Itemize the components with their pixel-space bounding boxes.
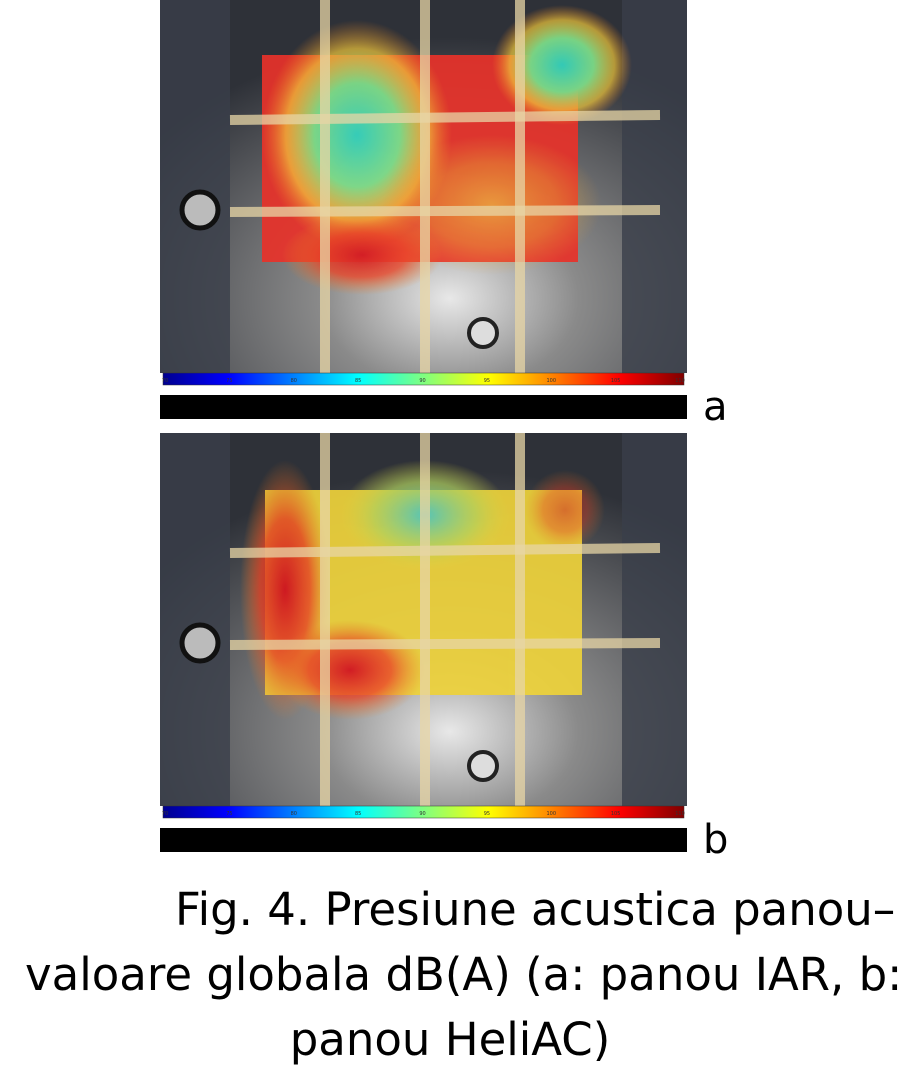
colorbar-tick: 95 bbox=[484, 378, 490, 384]
colorbar-tick: 70 bbox=[162, 378, 168, 384]
strap bbox=[229, 205, 661, 217]
heat-zone bbox=[525, 470, 605, 550]
speaker bbox=[179, 189, 221, 231]
black-bar bbox=[160, 828, 687, 852]
colorbar-tick: 105 bbox=[611, 811, 621, 817]
colorbar-tick: 75 bbox=[226, 378, 232, 384]
panel: 70 75 80 85 90 95 100 105 110 b bbox=[160, 433, 728, 863]
colorbar-tick: 110 bbox=[675, 811, 685, 817]
colorbar-tick: 85 bbox=[355, 811, 361, 817]
strap bbox=[229, 543, 661, 558]
colorbar-tick: 75 bbox=[226, 811, 232, 817]
panel: 70 75 80 85 90 95 100 105 110 a bbox=[160, 0, 728, 430]
caption-line: Fig. 4. Presiune acustica panou– bbox=[175, 883, 895, 936]
seat-left bbox=[160, 0, 230, 373]
colorbar-tick: 105 bbox=[611, 378, 621, 384]
speaker bbox=[467, 750, 499, 782]
speaker bbox=[467, 317, 499, 349]
colorbar-tick: 110 bbox=[675, 378, 685, 384]
colorbar-tick: 70 bbox=[162, 811, 168, 817]
panel-label: b bbox=[703, 817, 728, 863]
panels: 70 75 80 85 90 95 100 105 110 a 70 75 80 85 90 95 100 105… bbox=[160, 0, 728, 863]
caption-line: valoare globala dB(A) (a: panou IAR, b: bbox=[25, 948, 902, 1001]
colorbar-tick: 90 bbox=[419, 811, 425, 817]
colorbar-tick: 85 bbox=[355, 378, 361, 384]
colorbar-tick: 80 bbox=[291, 811, 297, 817]
colorbar bbox=[162, 372, 685, 386]
seat-right bbox=[622, 0, 687, 373]
heat-zone bbox=[382, 135, 602, 275]
panel-label: a bbox=[703, 384, 728, 430]
speaker bbox=[179, 622, 221, 664]
black-bar bbox=[160, 395, 687, 419]
colorbar bbox=[162, 805, 685, 819]
strap bbox=[229, 638, 661, 650]
colorbar-tick: 100 bbox=[546, 378, 556, 384]
heat-zone bbox=[275, 620, 425, 720]
colorbar-tick: 100 bbox=[546, 811, 556, 817]
heat-zone bbox=[282, 215, 442, 295]
colorbar-tick: 90 bbox=[419, 378, 425, 384]
colorbar-tick: 80 bbox=[291, 378, 297, 384]
seat-left bbox=[160, 433, 230, 806]
strap bbox=[229, 110, 661, 125]
colorbar-tick: 95 bbox=[484, 811, 490, 817]
seat-right bbox=[622, 433, 687, 806]
heat-zone bbox=[492, 5, 632, 125]
caption-line: panou HeliAC) bbox=[290, 1013, 611, 1066]
